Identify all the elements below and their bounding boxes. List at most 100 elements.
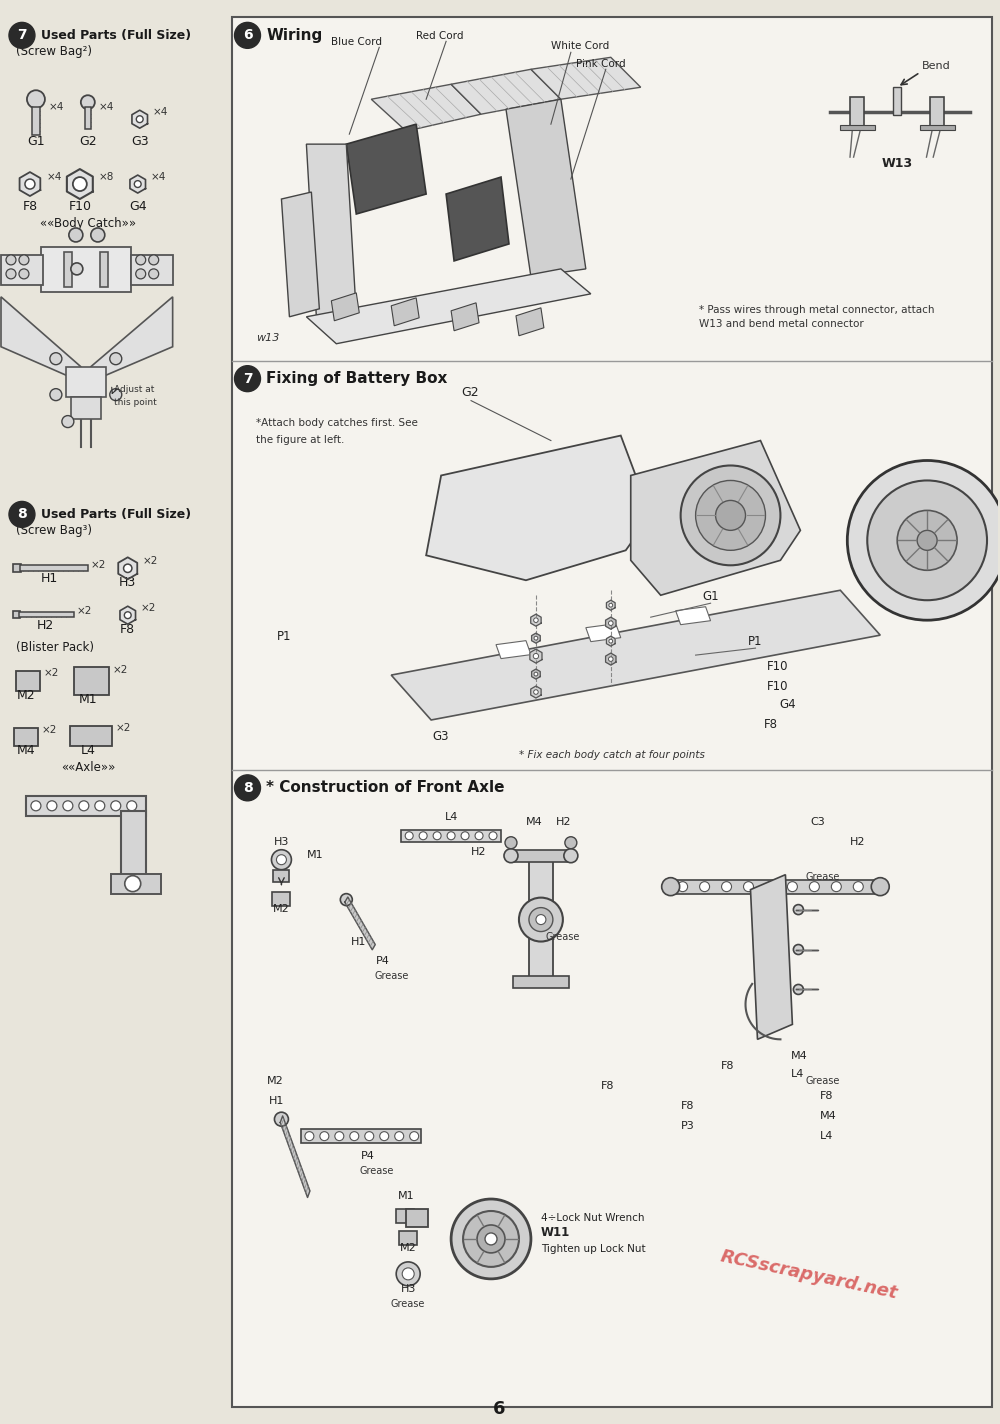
- Circle shape: [235, 23, 260, 48]
- Circle shape: [25, 179, 35, 189]
- Bar: [74, 666, 109, 695]
- Bar: [513, 977, 569, 988]
- Text: 4÷Lock Nut Wrench: 4÷Lock Nut Wrench: [541, 1213, 644, 1223]
- Bar: [893, 87, 901, 115]
- Text: 7: 7: [17, 28, 27, 43]
- Circle shape: [124, 564, 132, 572]
- Bar: [20, 565, 88, 571]
- Bar: [273, 870, 289, 881]
- Text: G4: G4: [779, 698, 796, 711]
- Bar: [26, 796, 146, 816]
- Circle shape: [63, 800, 73, 810]
- Bar: [100, 252, 108, 286]
- Bar: [301, 1129, 421, 1143]
- Circle shape: [62, 416, 74, 427]
- Circle shape: [609, 621, 613, 625]
- Text: the figure at left.: the figure at left.: [256, 434, 345, 444]
- Text: 8: 8: [243, 780, 252, 795]
- Polygon shape: [606, 637, 615, 646]
- Polygon shape: [331, 293, 359, 320]
- Circle shape: [793, 944, 803, 954]
- Circle shape: [451, 1199, 531, 1279]
- Text: M4: M4: [790, 1051, 807, 1061]
- Text: Blue Cord: Blue Cord: [331, 37, 382, 47]
- Text: Pink Cord: Pink Cord: [576, 60, 625, 70]
- Circle shape: [91, 228, 105, 242]
- Text: ×4: ×4: [99, 103, 114, 112]
- Polygon shape: [306, 144, 356, 316]
- Text: H2: H2: [556, 817, 571, 827]
- Polygon shape: [118, 557, 137, 580]
- Circle shape: [320, 1132, 329, 1141]
- Circle shape: [536, 914, 546, 924]
- Circle shape: [47, 800, 57, 810]
- Bar: [32, 107, 40, 135]
- Polygon shape: [750, 874, 792, 1040]
- Text: * Pass wires through metal connector, attach: * Pass wires through metal connector, at…: [699, 305, 934, 315]
- Polygon shape: [631, 440, 800, 595]
- Text: 6: 6: [493, 1400, 505, 1418]
- Text: M2: M2: [266, 1077, 283, 1087]
- Text: Tighten up Lock Nut: Tighten up Lock Nut: [541, 1245, 646, 1255]
- Text: Red Cord: Red Cord: [416, 31, 464, 41]
- Text: M4: M4: [526, 817, 543, 827]
- Polygon shape: [451, 303, 479, 330]
- Circle shape: [136, 255, 146, 265]
- Polygon shape: [516, 308, 544, 336]
- Polygon shape: [531, 686, 541, 698]
- Circle shape: [853, 881, 863, 891]
- Circle shape: [831, 881, 841, 891]
- Polygon shape: [451, 70, 561, 114]
- Circle shape: [271, 850, 291, 870]
- Text: P3: P3: [681, 1121, 694, 1131]
- Circle shape: [463, 1210, 519, 1267]
- Text: this point: this point: [114, 397, 157, 407]
- Bar: [399, 1230, 417, 1245]
- Polygon shape: [20, 172, 40, 197]
- Text: H3: H3: [400, 1284, 416, 1294]
- Circle shape: [534, 618, 538, 622]
- Polygon shape: [606, 617, 616, 629]
- Circle shape: [564, 849, 578, 863]
- Circle shape: [31, 800, 41, 810]
- Text: (Blister Pack): (Blister Pack): [16, 641, 94, 654]
- Text: ×2: ×2: [143, 557, 158, 567]
- Polygon shape: [531, 57, 641, 100]
- Circle shape: [350, 1132, 359, 1141]
- Circle shape: [477, 1225, 505, 1253]
- Bar: [111, 874, 161, 894]
- Circle shape: [433, 832, 441, 840]
- Text: M1: M1: [79, 693, 97, 706]
- Text: H1: H1: [351, 937, 367, 947]
- Polygon shape: [391, 298, 419, 326]
- Text: H2: H2: [850, 837, 866, 847]
- Text: G3: G3: [433, 731, 449, 743]
- Polygon shape: [371, 84, 481, 131]
- Bar: [529, 854, 553, 984]
- Text: M2: M2: [17, 689, 35, 702]
- Text: M1: M1: [398, 1190, 414, 1200]
- Text: W11: W11: [541, 1226, 570, 1239]
- Circle shape: [149, 255, 159, 265]
- Circle shape: [847, 460, 1000, 621]
- Text: ×2: ×2: [42, 725, 57, 735]
- Circle shape: [722, 881, 732, 891]
- Circle shape: [9, 23, 35, 48]
- Polygon shape: [120, 607, 136, 624]
- Polygon shape: [426, 436, 651, 580]
- Text: F10: F10: [68, 199, 91, 214]
- Polygon shape: [532, 669, 540, 679]
- Bar: [401, 830, 501, 842]
- Polygon shape: [496, 641, 531, 659]
- Circle shape: [534, 689, 538, 695]
- Bar: [16, 671, 40, 691]
- Text: C3: C3: [810, 817, 825, 827]
- Text: M2: M2: [400, 1243, 417, 1253]
- Circle shape: [124, 612, 131, 618]
- Text: G3: G3: [131, 135, 149, 148]
- Polygon shape: [506, 100, 586, 276]
- Text: F10: F10: [767, 681, 788, 693]
- Text: M4: M4: [17, 743, 35, 758]
- Circle shape: [419, 832, 427, 840]
- Bar: [66, 367, 106, 397]
